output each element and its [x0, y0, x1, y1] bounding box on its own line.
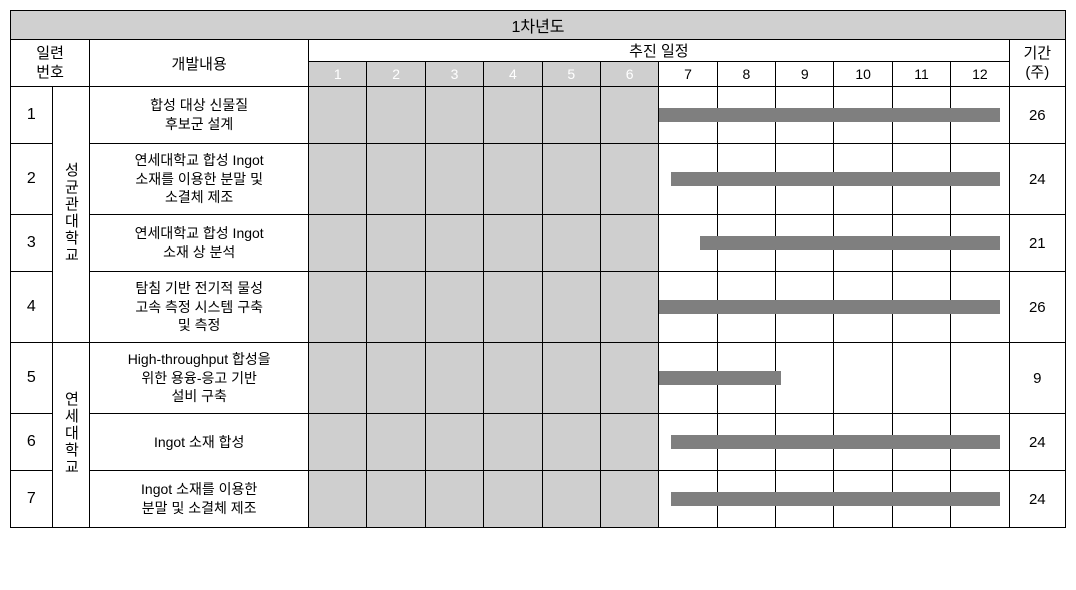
row-description: Ingot 소재를 이용한 분말 및 소결체 제조	[90, 471, 309, 528]
table-row: 1성균관대학교합성 대상 신물질 후보군 설계26	[11, 87, 1066, 144]
gantt-cell	[309, 144, 1010, 215]
month-header-2: 2	[367, 62, 425, 87]
row-description: Ingot 소재 합성	[90, 414, 309, 471]
group-label: 연세대학교	[52, 343, 90, 528]
month-header-8: 8	[717, 62, 775, 87]
gantt-cell	[309, 272, 1010, 343]
header-schedule: 추진 일정	[309, 40, 1010, 62]
gantt-table: 1차년도 일련 번호 개발내용 추진 일정 기간 (주) 12345678910…	[10, 10, 1066, 528]
month-header-4: 4	[484, 62, 542, 87]
group-label: 성균관대학교	[52, 87, 90, 343]
row-description: 연세대학교 합성 Ingot 소재를 이용한 분말 및 소결체 제조	[90, 144, 309, 215]
gantt-bar	[659, 108, 1000, 122]
row-description: 탐침 기반 전기적 물성 고속 측정 시스템 구축 및 측정	[90, 272, 309, 343]
row-description: 연세대학교 합성 Ingot 소재 상 분석	[90, 215, 309, 272]
row-duration: 21	[1009, 215, 1065, 272]
row-number: 3	[11, 215, 53, 272]
title-row: 1차년도	[11, 11, 1066, 40]
row-duration: 24	[1009, 414, 1065, 471]
header-row-1: 일련 번호 개발내용 추진 일정 기간 (주)	[11, 40, 1066, 62]
row-duration: 26	[1009, 87, 1065, 144]
table-row: 7 Ingot 소재를 이용한 분말 및 소결체 제조 24	[11, 471, 1066, 528]
header-seq: 일련 번호	[11, 40, 90, 87]
gantt-cell	[309, 414, 1010, 471]
row-number: 2	[11, 144, 53, 215]
month-header-1: 1	[309, 62, 367, 87]
month-header-12: 12	[951, 62, 1009, 87]
month-header-10: 10	[834, 62, 892, 87]
row-description: 합성 대상 신물질 후보군 설계	[90, 87, 309, 144]
row-duration: 9	[1009, 343, 1065, 414]
table-row: 5연세대학교High-throughput 합성을 위한 용융-응고 기반 설비…	[11, 343, 1066, 414]
gantt-bar	[671, 172, 1000, 186]
month-header-11: 11	[892, 62, 950, 87]
gantt-cell	[309, 343, 1010, 414]
month-header-7: 7	[659, 62, 717, 87]
table-title: 1차년도	[11, 11, 1066, 40]
row-number: 4	[11, 272, 53, 343]
table-row: 2 연세대학교 합성 Ingot 소재를 이용한 분말 및 소결체 제조 24	[11, 144, 1066, 215]
gantt-bar	[659, 371, 781, 385]
month-header-5: 5	[542, 62, 600, 87]
month-header-3: 3	[425, 62, 483, 87]
header-content: 개발내용	[90, 40, 309, 87]
row-duration: 24	[1009, 144, 1065, 215]
table-row: 4 탐침 기반 전기적 물성 고속 측정 시스템 구축 및 측정 26	[11, 272, 1066, 343]
row-number: 6	[11, 414, 53, 471]
month-header-6: 6	[600, 62, 658, 87]
gantt-bar	[700, 236, 1000, 250]
header-duration: 기간 (주)	[1009, 40, 1065, 87]
row-description: High-throughput 합성을 위한 용융-응고 기반 설비 구축	[90, 343, 309, 414]
gantt-cell	[309, 471, 1010, 528]
month-header-9: 9	[776, 62, 834, 87]
gantt-cell	[309, 215, 1010, 272]
row-number: 1	[11, 87, 53, 144]
gantt-bar	[659, 300, 1000, 314]
row-duration: 26	[1009, 272, 1065, 343]
gantt-bar	[671, 435, 1000, 449]
row-number: 5	[11, 343, 53, 414]
table-row: 6 Ingot 소재 합성 24	[11, 414, 1066, 471]
gantt-cell	[309, 87, 1010, 144]
row-number: 7	[11, 471, 53, 528]
row-duration: 24	[1009, 471, 1065, 528]
gantt-bar	[671, 492, 1000, 506]
table-row: 3 연세대학교 합성 Ingot 소재 상 분석 21	[11, 215, 1066, 272]
